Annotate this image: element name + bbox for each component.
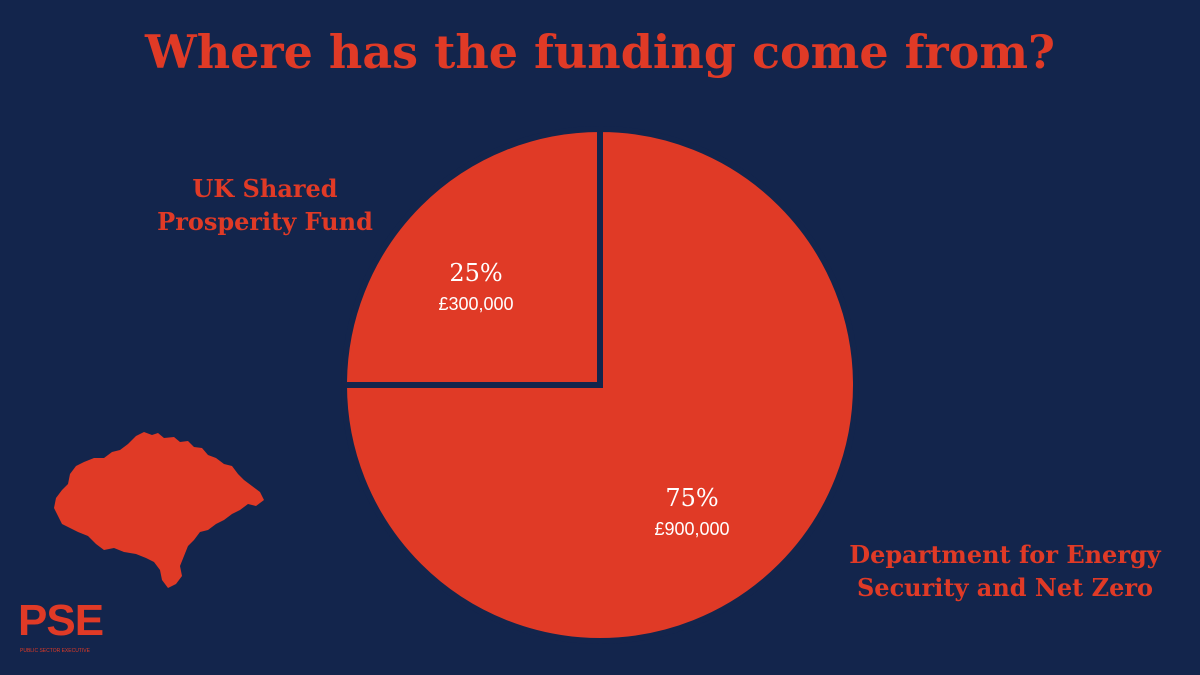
pse-logo-text: PSE [18,596,104,645]
pse-logo: PSE PUBLIC SECTOR EXECUTIVE [18,598,118,658]
slice-percent-label: 25% [449,259,502,287]
slice-label-uk-shared-prosperity-fund: UK Shared Prosperity Fund [140,172,390,238]
page-title: Where has the funding come from? [145,25,1055,79]
slice-percent-label: 75% [665,484,718,512]
slice-label-line: UK Shared [192,174,338,203]
slice-label-department-energy-security: Department for Energy Security and Net Z… [820,538,1190,604]
slice-label-line: Department for Energy [849,540,1161,569]
slice-amount-label: £900,000 [654,519,729,539]
slice-label-line: Prosperity Fund [157,207,373,236]
slice-amount-label: £300,000 [438,294,513,314]
slice-label-line: Security and Net Zero [856,573,1154,602]
pse-logo-subtitle: PUBLIC SECTOR EXECUTIVE [20,648,91,654]
pie-slice [340,125,603,388]
pie-slice [340,125,859,644]
region-map-icon [48,428,270,596]
